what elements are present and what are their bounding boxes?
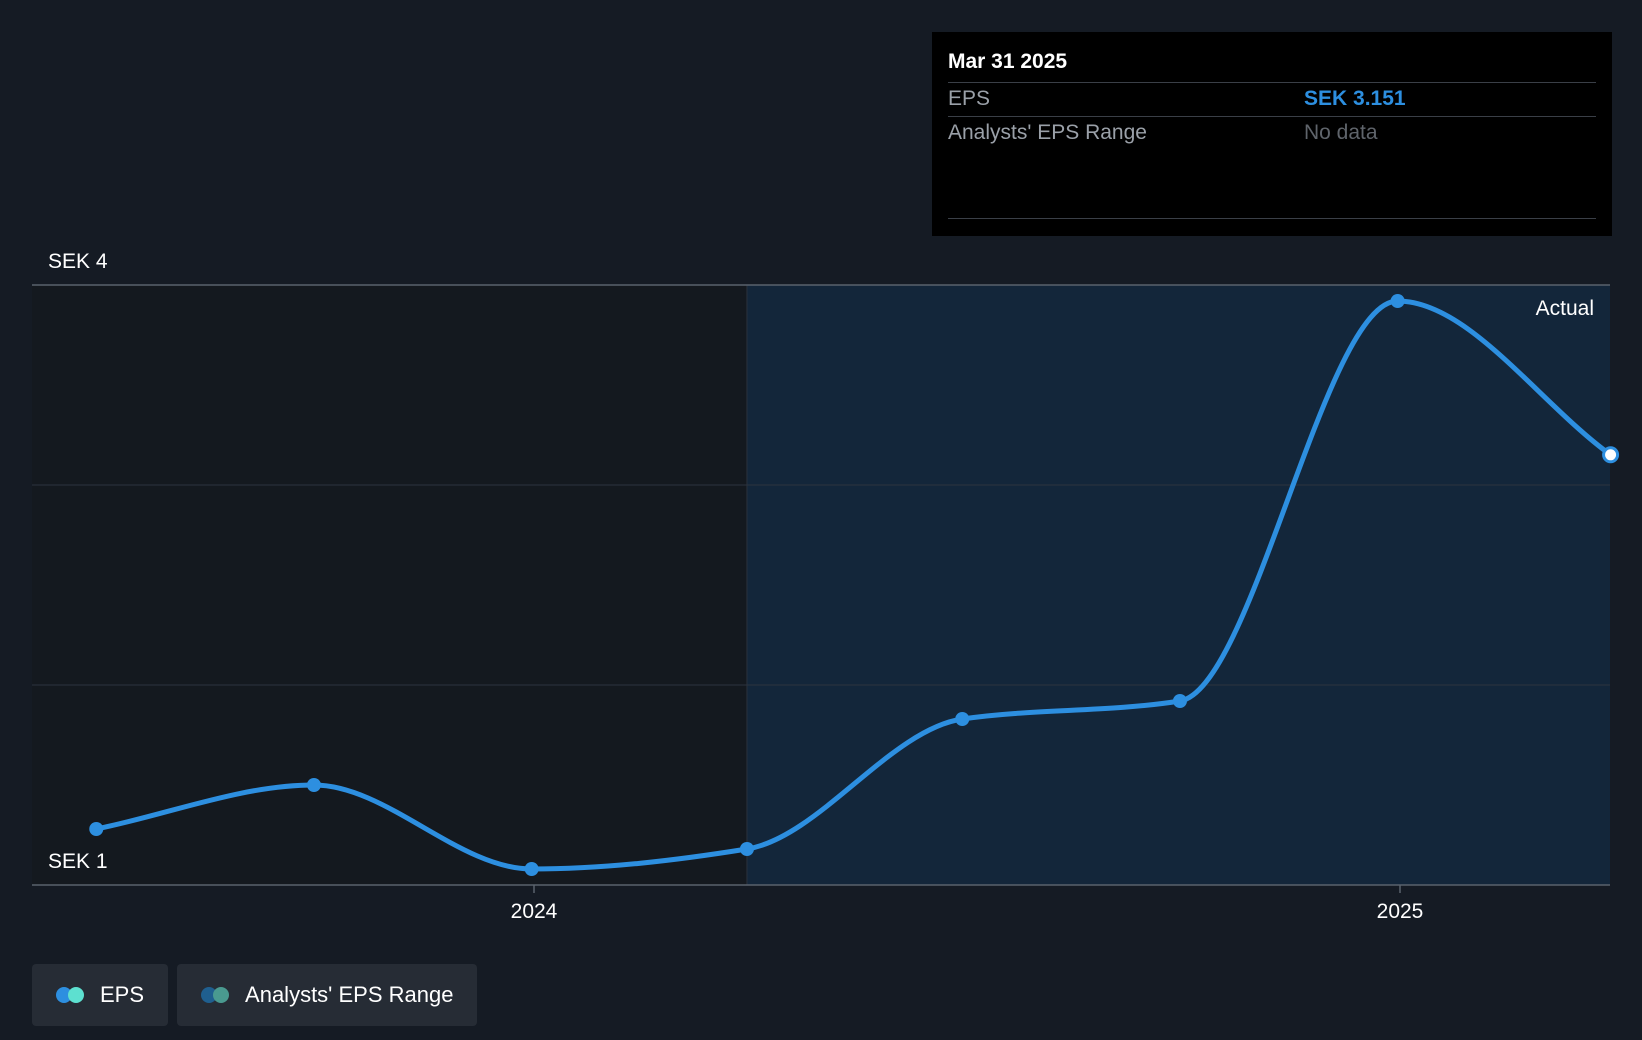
- eps-data-point[interactable]: [1602, 446, 1620, 464]
- y-tick-label-bottom: SEK 1: [48, 850, 108, 873]
- tooltip-panel: Mar 31 2025 EPS SEK 3.151 Analysts' EPS …: [932, 32, 1612, 236]
- legend-range-dot-2: [213, 987, 230, 1003]
- legend-eps-swatch-icon: [56, 987, 86, 1003]
- legend: EPS Analysts' EPS Range: [32, 964, 478, 1026]
- y-tick-label-top: SEK 4: [48, 250, 108, 273]
- legend-eps-dot-2: [68, 987, 84, 1003]
- tooltip-eps-value: SEK 3.151: [1304, 87, 1406, 110]
- eps-data-point[interactable]: [739, 842, 754, 856]
- eps-data-point[interactable]: [89, 822, 104, 836]
- x-tick-label: 2025: [1377, 900, 1424, 923]
- region-label-actual: Actual: [1536, 297, 1594, 320]
- eps-data-point[interactable]: [955, 712, 970, 726]
- legend-eps-label: EPS: [100, 982, 145, 1007]
- eps-data-point[interactable]: [306, 778, 321, 792]
- tooltip-date: Mar 31 2025: [948, 50, 1068, 73]
- actual-region-bg: [746, 285, 1610, 885]
- legend-item-eps[interactable]: EPS: [32, 964, 169, 1026]
- past-region-bg: [32, 285, 747, 885]
- tooltip-range-label: Analysts' EPS Range: [948, 121, 1147, 144]
- eps-data-point[interactable]: [1172, 694, 1187, 708]
- legend-range-label: Analysts' EPS Range: [245, 982, 454, 1007]
- legend-item-range[interactable]: Analysts' EPS Range: [177, 964, 478, 1026]
- tooltip-row-eps: EPS SEK 3.151: [948, 82, 1596, 116]
- tooltip-eps-label: EPS: [948, 87, 991, 110]
- eps-data-point[interactable]: [524, 862, 539, 876]
- legend-range-swatch-icon: [201, 987, 231, 1003]
- eps-data-point[interactable]: [1390, 294, 1405, 308]
- tooltip-divider: [948, 218, 1596, 219]
- tooltip-range-value: No data: [1304, 121, 1378, 144]
- tooltip-row-range: Analysts' EPS Range No data: [948, 116, 1596, 150]
- eps-series-line: [93, 298, 1614, 872]
- x-tick-label: 2024: [511, 900, 558, 923]
